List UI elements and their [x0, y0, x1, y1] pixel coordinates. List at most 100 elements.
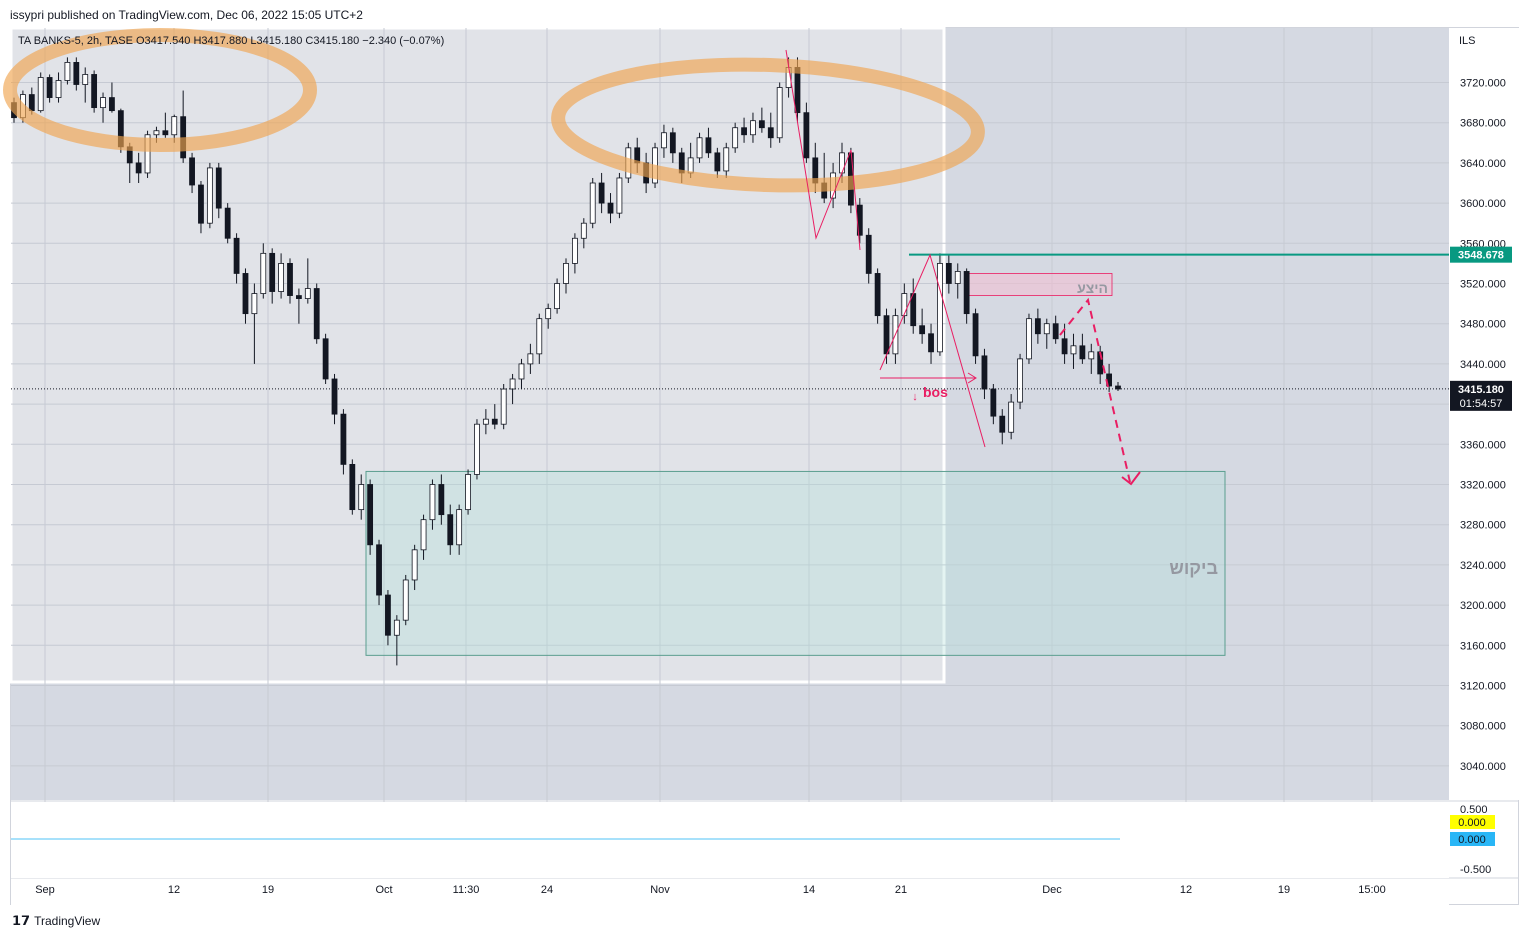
- candle: [242, 268, 249, 324]
- candle: [554, 278, 560, 314]
- candle: [349, 459, 356, 515]
- candle: [999, 409, 1006, 445]
- demand-zone: [365, 470, 1226, 656]
- zigzag-top: [785, 49, 861, 251]
- candle: [607, 193, 614, 224]
- level-price-label: 3548.678: [1458, 250, 1504, 262]
- footer-brand-label: TradingView: [34, 914, 101, 928]
- x-tick-label: Oct: [375, 884, 392, 896]
- bos-arrow-icon: ↓: [912, 391, 918, 403]
- indicator-blue-value: 0.000: [1458, 834, 1486, 846]
- indicator-pane: 0.500 -0.500 0.000 0.000: [11, 800, 1519, 878]
- orange-ellipse-right: [551, 57, 985, 193]
- candle: [393, 615, 400, 666]
- candle: [313, 283, 320, 344]
- orange-ellipse-left: [3, 28, 317, 152]
- x-tick-label: 15:00: [1358, 884, 1386, 896]
- candle: [269, 248, 276, 304]
- candle: [91, 70, 98, 113]
- indicator-bg: [11, 802, 1449, 878]
- footer-brand[interactable]: 𝟭𝟳 TradingView: [12, 913, 100, 929]
- candle: [500, 384, 507, 430]
- candle: [385, 590, 391, 646]
- candle: [100, 92, 106, 123]
- last-price-tag: [1450, 380, 1512, 411]
- y-tick-label: 3280.000: [1460, 520, 1506, 532]
- candle: [438, 474, 445, 525]
- candle: [46, 74, 53, 103]
- candle: [589, 177, 596, 229]
- candle: [981, 348, 988, 400]
- candle: [402, 574, 409, 626]
- indicator-yellow-tag: [1450, 815, 1495, 829]
- candle: [963, 268, 970, 324]
- forecast-path: [1059, 297, 1131, 483]
- y-tick-label: 3480.000: [1460, 319, 1506, 331]
- ohlc-legend[interactable]: TA BANKS-5, 2h, TASE O3417.540 H3417.880…: [18, 35, 445, 47]
- candle: [429, 479, 436, 530]
- candle: [135, 152, 142, 183]
- candle: [937, 253, 943, 356]
- candle: [776, 82, 783, 143]
- y-tick-label: 3640.000: [1460, 158, 1506, 170]
- y-tick-label: 3120.000: [1460, 681, 1506, 693]
- zigzag-mid: [879, 253, 986, 448]
- tradingview-logo-icon: 𝟭𝟳: [12, 913, 31, 928]
- y-tick-label: 3160.000: [1460, 640, 1506, 652]
- candle: [376, 539, 382, 606]
- candle: [1034, 308, 1041, 344]
- candle: [1017, 353, 1023, 410]
- supply-zone-label: היצע: [1077, 280, 1108, 296]
- candle: [696, 132, 703, 163]
- candle: [661, 124, 667, 158]
- bos-label: bos: [923, 384, 948, 400]
- y-tick-label: 3440.000: [1460, 359, 1506, 371]
- candle: [260, 243, 267, 299]
- candle: [82, 67, 89, 103]
- time-axis[interactable]: Sep 12 19 Oct 11:30 24 Nov 14 21 Dec 12 19 15:00: [11, 877, 1519, 905]
- time-axis-bg: [11, 878, 1449, 905]
- candle: [865, 228, 872, 284]
- y-tick-label: 3720.000: [1460, 78, 1506, 90]
- candle: [198, 180, 204, 234]
- candle: [572, 233, 578, 274]
- x-tick-label: Nov: [650, 884, 670, 896]
- candle: [1079, 333, 1086, 364]
- indicator-tick-bottom: -0.500: [1460, 864, 1491, 876]
- publish-header: issypri published on TradingView.com, De…: [10, 8, 363, 22]
- indicator-tick-top: 0.500: [1460, 804, 1488, 816]
- candle: [367, 479, 374, 555]
- candle: [55, 72, 62, 103]
- candle: [465, 469, 471, 515]
- candle: [224, 203, 231, 244]
- candle: [767, 112, 774, 148]
- candle: [287, 258, 293, 304]
- candle: [189, 152, 195, 194]
- price-axis[interactable]: ILS3720.0003680.0003640.0003600.0003560.…: [1449, 28, 1519, 800]
- candle: [901, 283, 908, 324]
- candle: [536, 313, 543, 364]
- candle: [358, 474, 365, 520]
- candle: [474, 419, 480, 480]
- y-tick-label: 3240.000: [1460, 560, 1506, 572]
- candle: [331, 373, 338, 425]
- x-tick-label: 12: [1180, 884, 1192, 896]
- candle: [278, 253, 284, 299]
- highlight-rectangle: [9, 26, 946, 684]
- candle: [580, 218, 587, 249]
- forecast-arrowhead: [1121, 471, 1141, 486]
- candle: [954, 263, 961, 299]
- candle: [1088, 343, 1095, 374]
- y-tick-label: 3520.000: [1460, 279, 1506, 291]
- demand-zone-label: ביקוש: [1169, 558, 1218, 578]
- candle: [758, 107, 765, 133]
- indicator-yellow-value: 0.000: [1458, 817, 1486, 829]
- x-tick-label: 19: [1278, 884, 1290, 896]
- candle: [1052, 315, 1059, 344]
- x-tick-label: 14: [803, 884, 815, 896]
- x-tick-label: Sep: [35, 884, 55, 896]
- candle: [1043, 318, 1050, 349]
- candle: [919, 308, 926, 344]
- candle: [803, 102, 810, 163]
